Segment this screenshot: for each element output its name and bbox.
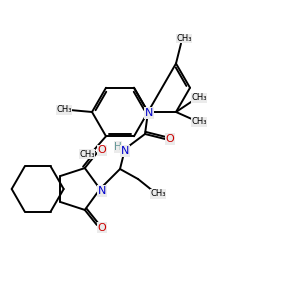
Text: CH₃: CH₃ [56,106,72,115]
Text: O: O [166,134,174,144]
Text: CH₃: CH₃ [176,34,192,43]
Text: CH₃: CH₃ [79,150,95,159]
Text: N: N [121,146,129,156]
Text: O: O [98,223,106,233]
Text: H: H [114,142,122,152]
Text: CH₃: CH₃ [191,94,207,103]
Text: CH₃: CH₃ [191,118,207,127]
Text: O: O [98,145,106,155]
Text: N: N [98,186,106,196]
Text: N: N [145,108,153,118]
Text: CH₃: CH₃ [150,190,166,199]
